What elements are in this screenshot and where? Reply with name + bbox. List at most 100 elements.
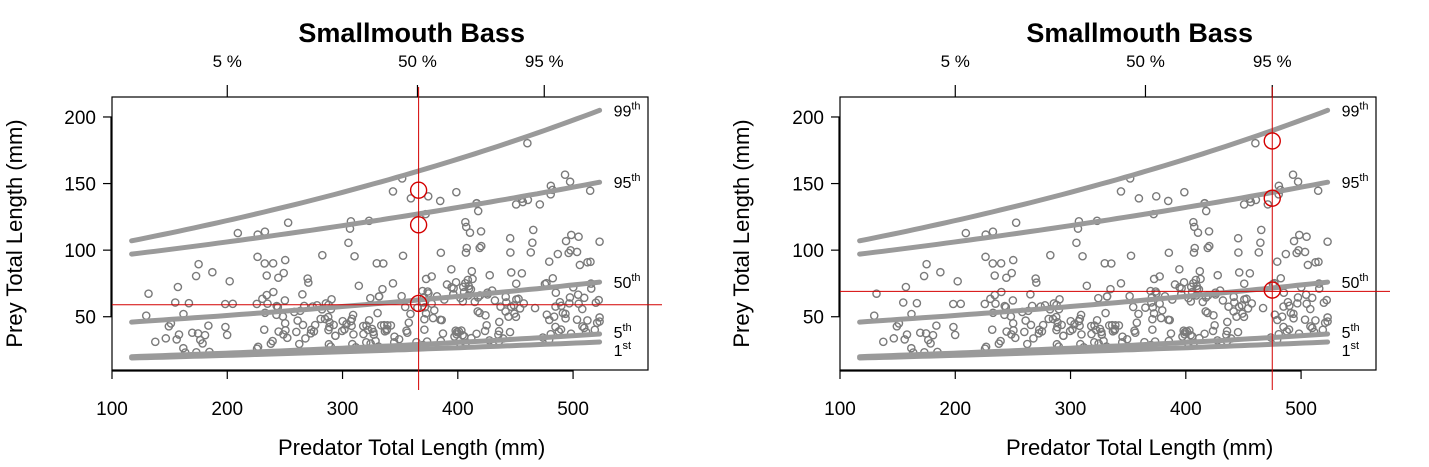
data-point [233,228,243,238]
data-point [1165,315,1175,325]
data-point [1087,329,1096,339]
data-point [280,255,290,265]
data-point [586,284,596,293]
data-point [1201,307,1211,316]
data-point [298,320,308,330]
y-tick-label: 100 [792,241,824,262]
data-point [542,310,552,319]
curve-label-95th: 95th [1342,172,1369,192]
data-point [1175,264,1184,274]
data-point [1078,251,1087,261]
data-point [523,138,532,148]
data-point [1279,288,1289,298]
data-point [1086,321,1096,331]
data-point [1307,293,1317,303]
data-point [950,330,960,340]
data-point [583,257,592,267]
data-point [172,335,181,344]
data-point [1204,227,1214,236]
data-point [1048,314,1058,324]
data-point [991,299,1000,308]
data-point [358,321,368,331]
data-point [1095,324,1105,334]
data-point [1289,236,1299,246]
data-point [1007,268,1017,278]
data-point [476,241,486,251]
data-point [1189,217,1198,227]
data-point [506,268,516,277]
data-point [141,311,151,320]
data-point [565,177,575,187]
data-point [470,297,480,307]
data-point [420,325,429,334]
data-point [184,298,194,308]
data-point [560,170,570,180]
data-point [1125,291,1134,301]
data-point [179,343,188,353]
data-point [1289,309,1298,319]
data-point [980,299,990,309]
data-point [1148,325,1157,334]
data-point [301,334,310,343]
data-point [329,320,338,330]
data-point [494,317,504,327]
data-point [1031,274,1040,283]
x-tick-label: 300 [327,399,359,420]
data-point [502,298,511,307]
data-point [1151,192,1161,201]
data-point [386,321,396,330]
data-point [349,330,358,339]
data-point [436,248,446,258]
data-point [1164,248,1174,258]
data-point [1116,279,1126,288]
curve-1st [857,339,1331,361]
curve-50th [129,279,603,325]
data-point [1032,278,1041,287]
data-point [282,333,292,343]
data-point [1189,222,1199,232]
data-point [1190,243,1200,253]
data-point [451,326,460,335]
data-point [1247,299,1257,308]
data-point [1279,302,1288,311]
data-point [442,280,452,289]
data-point [262,271,272,280]
data-point [878,337,888,347]
data-point [1148,303,1158,312]
data-point [1256,238,1265,247]
data-point [1251,138,1260,148]
data-point [1092,316,1102,325]
data-point [595,237,604,246]
data-point [144,289,153,298]
data-point [482,320,491,330]
data-point [1107,259,1116,268]
data-point [1134,194,1144,203]
data-point [447,264,456,274]
data-point [577,304,587,314]
data-point [1293,299,1302,308]
data-point [900,335,909,344]
data-point [473,206,483,216]
percentile-tick-label: 95 % [1253,52,1292,71]
curve-label-95th: 95th [614,172,641,192]
data-point [583,316,592,325]
data-point [1177,284,1186,293]
data-point [1149,309,1159,318]
data-point [575,260,585,270]
data-point [268,259,278,268]
curve-99th [129,107,603,244]
data-point [420,303,430,312]
data-point [435,196,445,206]
data-point [438,329,448,338]
data-point [1281,249,1291,259]
data-point [331,331,340,341]
data-point [367,324,377,334]
data-point [1204,241,1214,251]
data-point [1182,327,1192,336]
curve-label-5th: 5th [614,322,632,342]
data-point [394,334,404,344]
data-point [1276,273,1286,283]
data-point [1149,274,1159,284]
data-point [528,225,538,235]
